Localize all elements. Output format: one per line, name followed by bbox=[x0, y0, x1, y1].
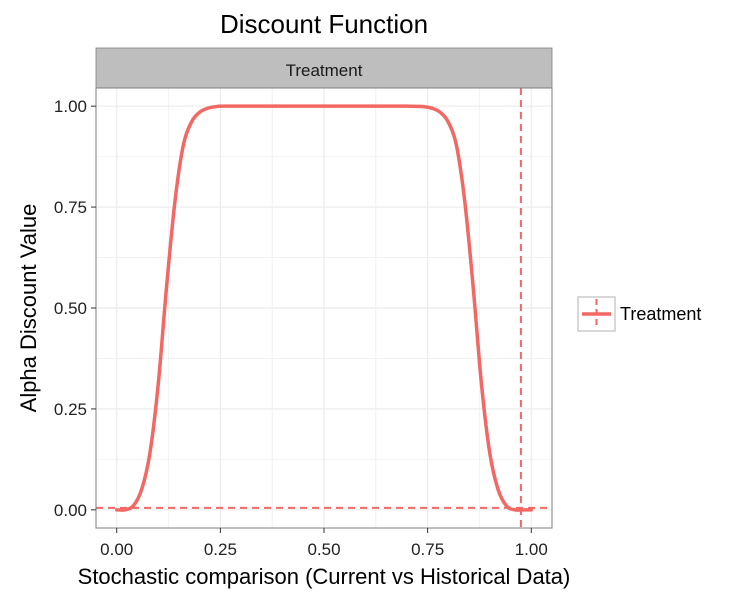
x-tick-label: 0.00 bbox=[100, 540, 133, 559]
reference-lines bbox=[96, 88, 552, 528]
y-axis: 0.00 0.25 0.50 0.75 1.00 bbox=[54, 97, 96, 520]
y-tick-label: 0.00 bbox=[54, 501, 87, 520]
grid-lines bbox=[96, 88, 552, 528]
y-tick-label: 1.00 bbox=[54, 97, 87, 116]
facet-strip bbox=[95, 47, 553, 89]
x-tick-label: 0.50 bbox=[307, 540, 340, 559]
facet-strip-label: Treatment bbox=[286, 61, 363, 80]
legend: Treatment bbox=[577, 296, 701, 332]
x-tick-label: 1.00 bbox=[515, 540, 548, 559]
x-tick-label: 0.25 bbox=[204, 540, 237, 559]
y-tick-label: 0.75 bbox=[54, 198, 87, 217]
y-tick-label: 0.25 bbox=[54, 400, 87, 419]
y-tick-label: 0.50 bbox=[54, 299, 87, 318]
x-axis: 0.00 0.25 0.50 0.75 1.00 bbox=[100, 528, 548, 559]
y-axis-label: Alpha Discount Value bbox=[16, 204, 41, 413]
series-line-treatment bbox=[114, 104, 534, 512]
x-axis-label: Stochastic comparison (Current vs Histor… bbox=[78, 564, 571, 589]
x-tick-label: 0.75 bbox=[411, 540, 444, 559]
chart-title: Discount Function bbox=[220, 9, 428, 39]
legend-label-treatment: Treatment bbox=[620, 304, 701, 324]
